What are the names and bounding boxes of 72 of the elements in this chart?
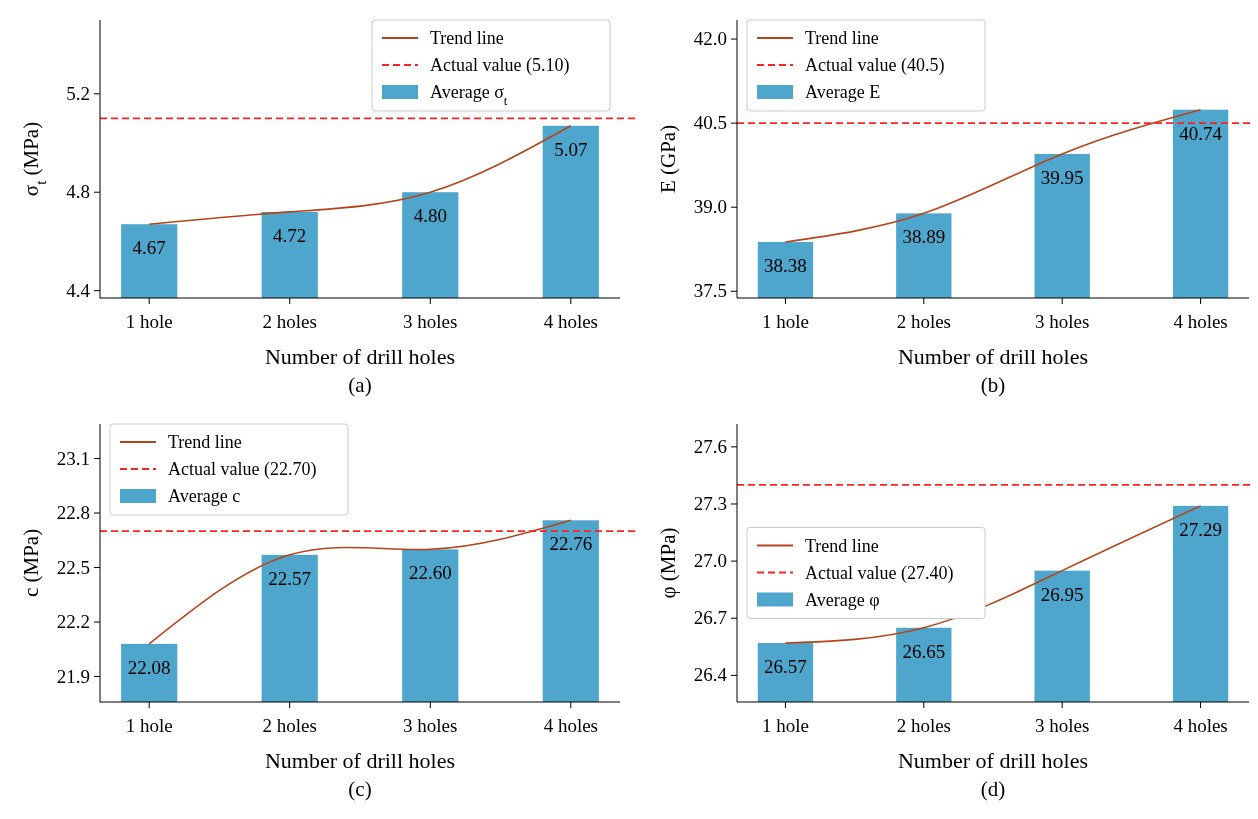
y-tick-label: 37.5	[693, 280, 727, 302]
y-tick-label: 39.0	[693, 196, 727, 218]
data-label: 38.89	[902, 226, 946, 248]
data-label: 38.38	[764, 254, 807, 276]
x-tick-label: 3 holes	[403, 311, 458, 332]
y-tick-label: 26.7	[693, 607, 727, 629]
x-tick-label: 3 holes	[403, 715, 458, 736]
text: (c)	[348, 777, 372, 801]
x-tick-label: 2 holes	[896, 715, 951, 736]
y-axis-title: E (GPa)	[656, 124, 680, 194]
data-label: 26.95	[1040, 583, 1084, 605]
y-tick-label: 40.5	[693, 112, 727, 134]
y-tick-label: 4.4	[66, 279, 91, 301]
y-tick-label: 42.0	[693, 28, 727, 50]
legend-label: Average φ	[805, 589, 880, 610]
legend-label: Actual value (27.40)	[805, 562, 954, 584]
legend-label: Actual value (40.5)	[805, 55, 945, 76]
x-tick-label: 2 holes	[262, 715, 317, 736]
y-tick-label: 22.8	[56, 502, 90, 524]
y-tick-label: 27.3	[693, 492, 727, 514]
text: (a)	[348, 373, 372, 397]
text: (d)	[980, 777, 1006, 801]
y-tick-label: 22.5	[56, 556, 90, 578]
y-tick-label: 5.2	[66, 82, 90, 104]
data-label: 40.74	[1179, 122, 1223, 144]
legend-label: Trend line	[168, 432, 242, 452]
data-label: 26.57	[764, 655, 807, 677]
x-axis-title: Number of drill holes	[264, 748, 456, 773]
legend-label: Average σ$_{t}$	[430, 82, 508, 108]
x-axis-title: Number of drill holes	[897, 748, 1089, 773]
x-tick-label: 4 holes	[543, 311, 598, 332]
x-axis-title: Number of drill holes	[897, 344, 1089, 369]
data-label: 39.95	[1040, 166, 1084, 188]
x-axis-title: Number of drill holes	[264, 344, 456, 369]
x-tick-label: 1 hole	[761, 311, 809, 332]
y-axis-title: φ (MPa)	[656, 527, 680, 599]
legend-label: Actual value (5.10)	[430, 55, 570, 76]
legend-label: Actual value (22.70)	[168, 459, 317, 480]
data-label: 4.72	[273, 224, 307, 246]
data-label: 22.60	[408, 562, 452, 584]
data-label: 5.07	[554, 138, 588, 160]
x-tick-label: 1 hole	[761, 715, 809, 736]
y-tick-label: 23.1	[56, 447, 90, 469]
text: (b)	[980, 373, 1006, 397]
y-tick-label: 4.8	[66, 181, 90, 203]
x-tick-label: 4 holes	[543, 715, 598, 736]
x-tick-label: 2 holes	[262, 311, 317, 332]
legend-label: Trend line	[430, 28, 504, 48]
x-tick-label: 3 holes	[1035, 715, 1090, 736]
data-label: 26.65	[902, 640, 946, 662]
legend-label: Average E	[805, 82, 881, 102]
data-label: 4.80	[413, 205, 447, 227]
y-tick-label: 27.6	[693, 435, 727, 457]
x-tick-label: 4 holes	[1173, 715, 1228, 736]
y-tick-label: 22.2	[56, 611, 90, 633]
data-label: 22.08	[127, 656, 171, 678]
data-label: 4.67	[132, 237, 166, 259]
y-axis-title: c (MPa)	[19, 528, 43, 598]
x-tick-label: 1 hole	[125, 311, 173, 332]
x-tick-label: 3 holes	[1035, 311, 1090, 332]
legend-label: Trend line	[805, 535, 879, 556]
y-tick-label: 26.4	[693, 664, 728, 686]
y-tick-label: 27.0	[693, 550, 727, 572]
legend-label: Average c	[168, 486, 241, 506]
y-tick-label: 21.9	[56, 665, 90, 687]
x-tick-label: 4 holes	[1173, 311, 1228, 332]
legend-label: Trend line	[805, 28, 879, 48]
x-tick-label: 1 hole	[125, 715, 173, 736]
x-tick-label: 2 holes	[896, 311, 951, 332]
data-label: 27.29	[1179, 518, 1222, 540]
data-label: 22.57	[268, 567, 312, 589]
data-label: 22.76	[549, 533, 593, 555]
